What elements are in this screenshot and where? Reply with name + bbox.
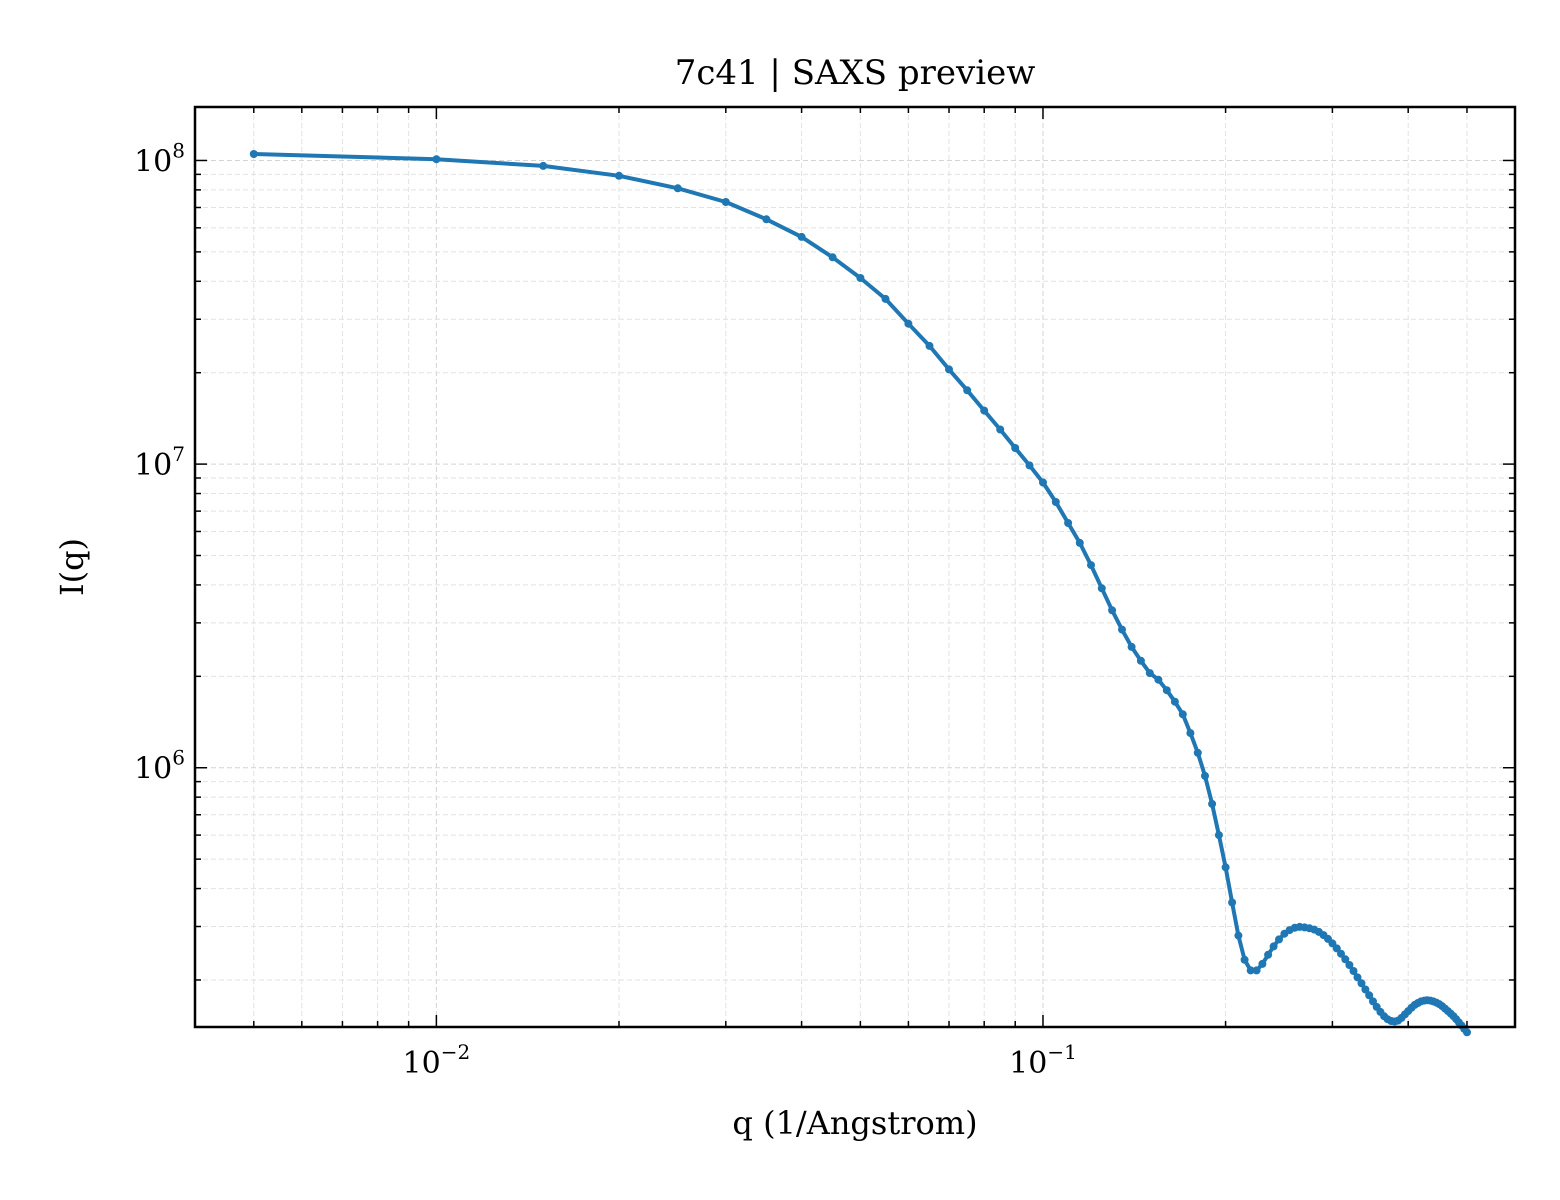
data-point <box>1011 444 1020 452</box>
plot-frame <box>193 105 1517 1029</box>
data-point <box>1214 831 1223 840</box>
data-point <box>1051 498 1060 506</box>
x-tick-label: 10−2 <box>403 1040 471 1081</box>
data-point <box>673 184 682 193</box>
data-point <box>1275 935 1283 944</box>
data-point <box>1075 538 1084 547</box>
data-point <box>1234 931 1243 940</box>
chart-title: 7c41 | SAXS preview <box>675 53 1036 93</box>
data-point <box>1136 656 1145 665</box>
y-axis-label: I(q) <box>53 538 91 596</box>
data-point <box>980 406 989 415</box>
data-point <box>1361 985 1370 994</box>
data-point <box>539 161 548 170</box>
data-point <box>1162 686 1171 695</box>
data-point <box>828 253 837 262</box>
data-point <box>1025 461 1034 470</box>
data-series <box>249 150 1471 1037</box>
data-point <box>1221 863 1230 872</box>
data-point <box>1087 561 1095 570</box>
data-point <box>1108 606 1117 615</box>
data-point <box>1228 898 1237 907</box>
data-point <box>762 215 771 224</box>
data-point <box>1349 967 1358 975</box>
data-point <box>432 155 441 164</box>
data-point <box>1463 1028 1471 1037</box>
data-point <box>1193 748 1202 757</box>
data-point <box>1246 966 1255 975</box>
data-point <box>1170 697 1179 706</box>
x-tick-label: 10−1 <box>1009 1040 1077 1081</box>
data-point <box>881 294 890 303</box>
axis-ticks: 10−2 10−1 106 107 108 <box>134 107 1515 1081</box>
data-point <box>963 386 972 395</box>
data-point <box>1365 991 1374 1000</box>
data-point <box>925 341 934 350</box>
data-point <box>1097 584 1106 593</box>
data-point <box>1337 949 1345 958</box>
y-tick-label: 108 <box>134 138 185 179</box>
data-point <box>1341 955 1350 964</box>
y-tick-label: 106 <box>134 746 185 787</box>
data-point <box>249 150 258 158</box>
data-point <box>1357 979 1366 988</box>
data-point <box>856 274 865 282</box>
data-point <box>996 425 1005 434</box>
x-axis-label: q (1/Angstrom) <box>732 1104 977 1142</box>
data-point <box>797 232 806 241</box>
y-tick-label: 107 <box>134 442 185 483</box>
data-point <box>1154 675 1163 684</box>
data-point <box>1186 729 1195 738</box>
data-point <box>1208 799 1217 808</box>
data-point <box>904 319 913 328</box>
data-point <box>1264 950 1273 959</box>
data-point <box>1353 973 1362 982</box>
grid-lines <box>194 107 1515 1027</box>
data-point <box>1258 959 1267 968</box>
data-point <box>1039 478 1047 487</box>
data-point <box>1145 669 1154 678</box>
data-point <box>615 171 623 180</box>
data-point <box>1345 961 1354 969</box>
data-point <box>1118 625 1126 634</box>
data-point <box>1240 955 1249 964</box>
data-point <box>1252 966 1261 975</box>
data-point <box>1178 710 1187 719</box>
data-point <box>721 198 730 206</box>
data-point <box>1269 942 1278 951</box>
data-point <box>1201 771 1209 780</box>
data-point <box>1064 519 1073 527</box>
data-point <box>945 365 953 374</box>
data-point <box>1127 642 1136 651</box>
